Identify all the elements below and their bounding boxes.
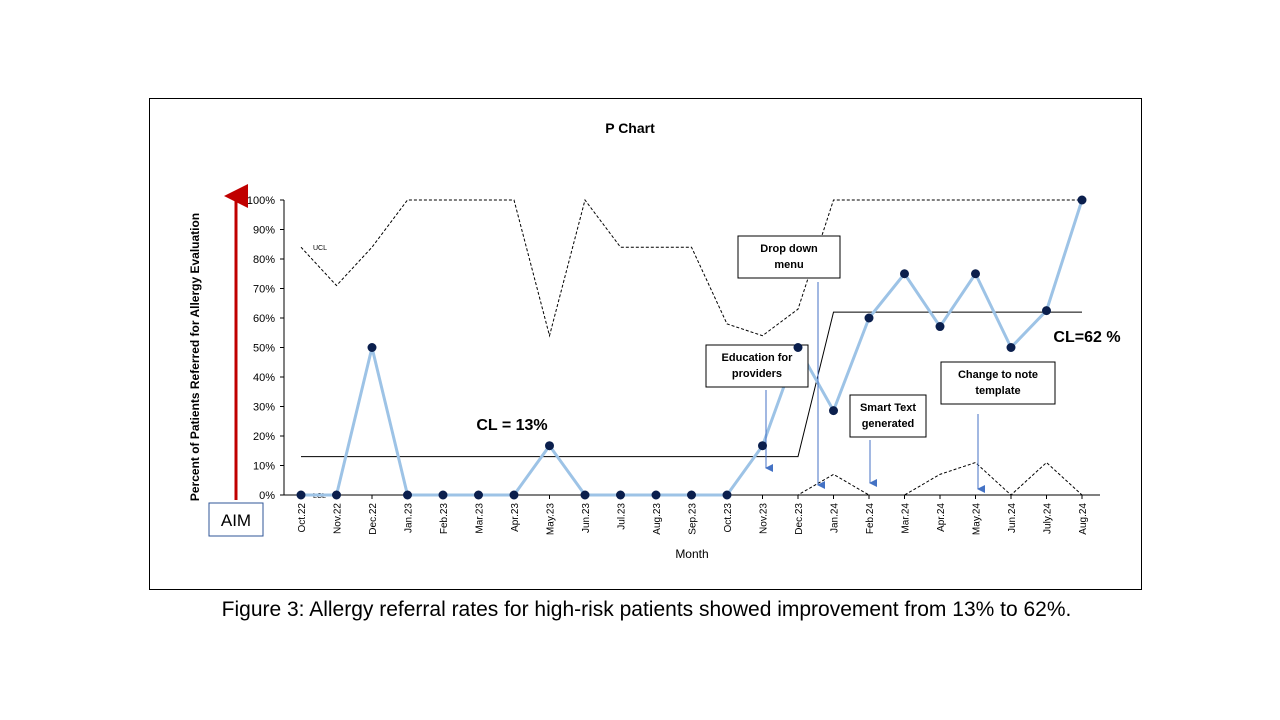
x-tick-label: Jun.24 bbox=[1007, 503, 1018, 533]
x-tick-label: Jul.23 bbox=[617, 503, 628, 530]
annotation-text: template bbox=[975, 385, 1020, 397]
x-tick-label: Oct.23 bbox=[723, 503, 734, 533]
y-tick-label: 80% bbox=[253, 254, 275, 266]
lcl-line bbox=[301, 461, 1083, 496]
y-tick-label: 100% bbox=[247, 195, 275, 207]
x-tick-label: Dec.23 bbox=[794, 503, 805, 535]
x-tick-label: July.24 bbox=[1043, 503, 1054, 534]
x-tick-label: Apr.24 bbox=[936, 503, 947, 532]
data-point bbox=[403, 490, 412, 500]
ucl-line bbox=[300, 198, 1082, 338]
annotation-box bbox=[849, 394, 927, 438]
data-point bbox=[580, 490, 590, 500]
annotation-text: Change to note bbox=[958, 369, 1038, 381]
center-line-label-1: CL = 13% bbox=[476, 417, 547, 434]
aim-label: AIM bbox=[221, 511, 251, 530]
data-point bbox=[296, 490, 306, 500]
data-point bbox=[829, 406, 838, 416]
annotation-box bbox=[940, 361, 1056, 405]
x-tick-label: Mar.23 bbox=[475, 503, 486, 534]
data-point bbox=[900, 269, 909, 279]
y-tick-label: 20% bbox=[253, 431, 275, 443]
annotation-text: Drop down bbox=[760, 243, 818, 255]
y-tick-label: 50% bbox=[253, 343, 275, 355]
y-tick-label: 40% bbox=[253, 372, 275, 384]
y-tick-label: 60% bbox=[253, 313, 275, 325]
data-point bbox=[687, 490, 696, 500]
x-tick-label: Oct.22 bbox=[297, 503, 308, 533]
x-tick-label: Nov.22 bbox=[333, 503, 344, 534]
x-tick-label: Dec.22 bbox=[368, 503, 379, 535]
chart-frame bbox=[149, 98, 1142, 590]
p-chart: P Chart 0% 10% 20% 30% 40% 50% 60% 70% 80% 90% 100%… bbox=[188, 120, 1121, 561]
annotation-text: Education for bbox=[722, 352, 794, 364]
annotation-text: providers bbox=[732, 368, 782, 380]
x-tick-label: Aug.23 bbox=[652, 503, 663, 535]
data-point bbox=[509, 490, 519, 500]
x-axis-label: Month bbox=[675, 547, 708, 561]
data-line bbox=[301, 199, 1084, 497]
data-point bbox=[1006, 343, 1016, 352]
ucl-label: UCL bbox=[313, 245, 327, 252]
data-point bbox=[474, 490, 483, 500]
y-tick-label: 10% bbox=[253, 461, 275, 473]
x-tick-label: Apr.23 bbox=[510, 503, 521, 532]
x-tick-label: Jun.23 bbox=[581, 503, 592, 533]
x-tick-label: May.23 bbox=[546, 503, 557, 535]
y-tick-label: 70% bbox=[253, 284, 275, 296]
x-tick-label: Nov.23 bbox=[759, 503, 770, 534]
data-point bbox=[758, 441, 767, 451]
y-tick-label: 0% bbox=[259, 490, 275, 502]
data-point bbox=[616, 490, 625, 500]
annotation-box bbox=[737, 235, 841, 279]
x-tick-label: Mar.24 bbox=[901, 503, 912, 534]
data-point bbox=[935, 322, 945, 332]
data-point bbox=[545, 441, 554, 451]
data-point bbox=[864, 313, 874, 323]
annotation-text: generated bbox=[862, 418, 915, 430]
x-tick-label: Sep.23 bbox=[688, 503, 699, 535]
center-line-label-2: CL=62 % bbox=[1053, 329, 1120, 346]
data-point bbox=[651, 490, 661, 500]
annotation-text: menu bbox=[774, 259, 803, 271]
figure-caption: Figure 3: Allergy referral rates for hig… bbox=[221, 598, 1072, 621]
data-point bbox=[1077, 195, 1087, 205]
x-tick-label: Feb.23 bbox=[439, 503, 450, 535]
aim-box bbox=[208, 502, 264, 537]
x-tick-label: Jan.23 bbox=[404, 503, 415, 533]
data-point bbox=[793, 343, 803, 352]
y-tick-label: 30% bbox=[253, 402, 275, 414]
x-tick-label: May.24 bbox=[972, 503, 983, 535]
chart-title: P Chart bbox=[605, 120, 655, 136]
annotation-box bbox=[705, 344, 809, 388]
x-tick-label: Feb.24 bbox=[865, 503, 876, 535]
data-point bbox=[1042, 306, 1051, 316]
data-point bbox=[332, 490, 341, 500]
x-tick-label: Jan.24 bbox=[830, 503, 841, 533]
x-tick-label: Aug.24 bbox=[1078, 503, 1089, 535]
y-axis-label: Percent of Patients Referred for Allergy… bbox=[188, 213, 202, 501]
data-point bbox=[438, 490, 448, 500]
data-point bbox=[367, 343, 377, 352]
data-point bbox=[722, 490, 732, 500]
annotation-text: Smart Text bbox=[860, 402, 916, 414]
center-line bbox=[301, 311, 1082, 458]
y-tick-label: 90% bbox=[253, 225, 275, 237]
data-point bbox=[971, 269, 980, 279]
